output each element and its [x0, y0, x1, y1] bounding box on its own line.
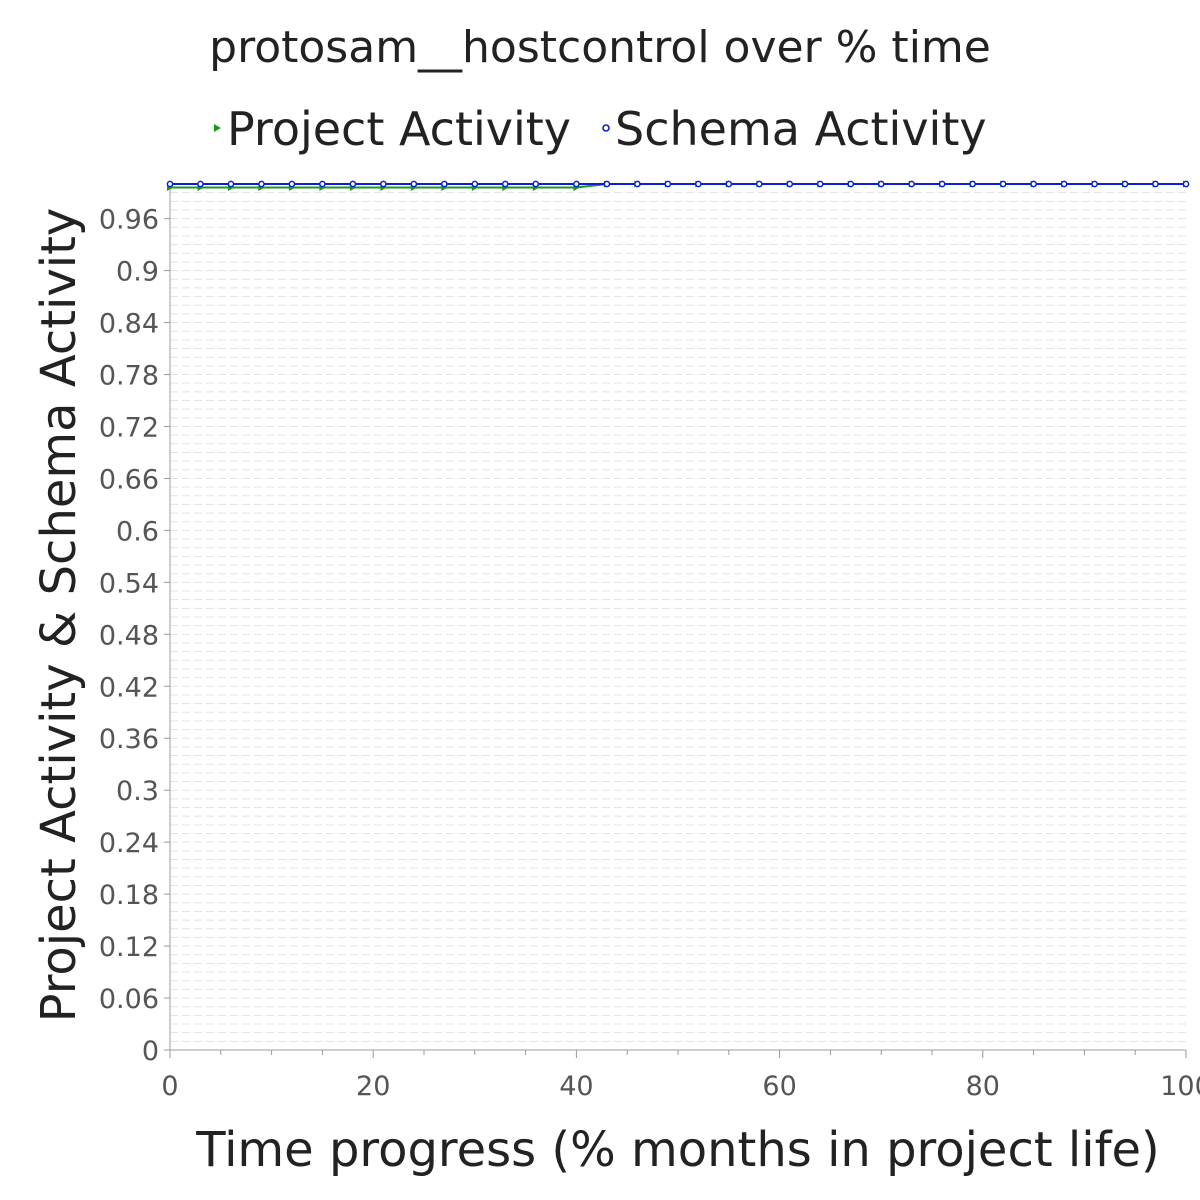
data-point: [999, 180, 1007, 188]
data-point: [634, 180, 641, 188]
data-point: [258, 180, 265, 188]
data-point: [501, 180, 509, 188]
data-point: [380, 180, 387, 188]
y-axis-ticks: 0 0.06 0.12 0.18 0.24 0.3 0.36 0.42 0.48 0.54 0.6 0…: [99, 205, 170, 1067]
series: [166, 180, 1190, 191]
y-tick-label: 0.42: [99, 672, 159, 703]
data-point: [410, 180, 418, 188]
data-point: [755, 180, 763, 188]
y-tick-label: 0.54: [99, 568, 159, 599]
legend-item-project-activity: Project Activity: [214, 102, 571, 156]
data-point: [908, 180, 916, 188]
y-tick-label: 0.18: [99, 880, 159, 911]
data-point: [786, 180, 794, 188]
data-point: [1060, 180, 1068, 188]
y-tick-label: 0.48: [99, 620, 159, 651]
data-point: [349, 180, 357, 188]
y-tick-label: 0.06: [99, 984, 159, 1015]
data-point: [725, 180, 733, 188]
data-point: [1182, 180, 1190, 188]
y-tick-label: 0.84: [99, 309, 159, 340]
legend-item-schema-activity: Schema Activity: [602, 102, 987, 156]
x-tick-label: 40: [559, 1071, 593, 1102]
data-point: [532, 180, 540, 188]
y-tick-label: 0.9: [116, 257, 159, 288]
data-point: [938, 180, 946, 188]
data-point: [694, 180, 702, 188]
legend-label-schema-activity: Schema Activity: [615, 102, 987, 156]
data-point: [969, 180, 976, 188]
y-tick-label: 0.72: [99, 412, 159, 443]
series-schema-activity: [166, 180, 1190, 188]
data-point: [288, 180, 296, 188]
data-point: [877, 180, 885, 188]
data-point: [1152, 180, 1159, 188]
data-point: [664, 180, 672, 188]
data-point: [440, 180, 448, 188]
x-axis-ticks: 0 20 40 60 80 100: [161, 1050, 1200, 1102]
x-tick-label: 80: [966, 1071, 1000, 1102]
y-tick-label: 0.12: [99, 932, 159, 963]
data-point: [1030, 180, 1037, 188]
data-point: [1091, 180, 1098, 188]
x-axis-label: Time progress (% months in project life): [195, 1122, 1160, 1178]
legend-marker-schema-activity: [602, 124, 610, 132]
y-tick-label: 0.24: [99, 828, 159, 859]
x-tick-label: 100: [1160, 1071, 1200, 1102]
data-point: [319, 180, 326, 188]
legend-label-project-activity: Project Activity: [227, 102, 571, 156]
y-tick-label: 0: [142, 1036, 159, 1067]
y-axis-label: Project Activity & Schema Activity: [31, 208, 87, 1023]
y-tick-label: 0.96: [99, 205, 159, 236]
legend-marker-project-activity: [214, 124, 221, 132]
y-tick-label: 0.66: [99, 464, 159, 495]
data-point: [847, 180, 855, 188]
data-point: [816, 180, 824, 188]
x-tick-label: 0: [161, 1071, 178, 1102]
data-point: [573, 180, 580, 188]
legend: Project Activity Schema Activity: [214, 102, 987, 156]
gridlines: [170, 183, 1186, 1042]
y-tick-label: 0.78: [99, 361, 159, 392]
y-tick-label: 0.6: [116, 516, 159, 547]
y-tick-label: 0.3: [116, 776, 159, 807]
y-tick-label: 0.36: [99, 724, 159, 755]
data-point: [166, 180, 174, 188]
x-tick-label: 20: [356, 1071, 390, 1102]
data-point: [197, 180, 204, 188]
data-point: [471, 180, 479, 188]
x-tick-label: 60: [762, 1071, 796, 1102]
data-point: [603, 180, 611, 188]
data-point: [1121, 180, 1129, 188]
chart-title: protosam__hostcontrol over % time: [209, 22, 991, 73]
data-point: [227, 180, 235, 188]
